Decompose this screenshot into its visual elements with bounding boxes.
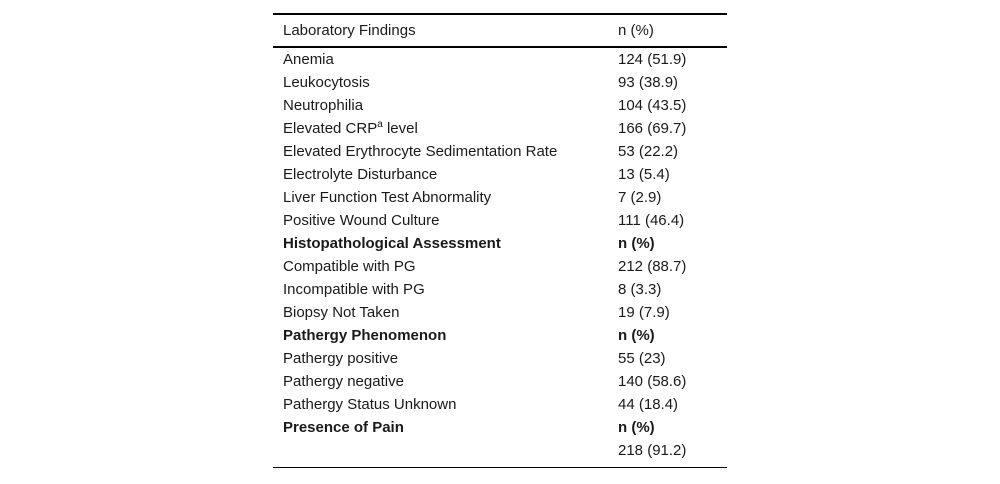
section-label: Pathergy Phenomenon <box>283 327 447 344</box>
row-label: Elevated Erythrocyte Sedimentation Rate <box>283 143 558 160</box>
table-row: Pathergy positive 55 (23) <box>273 347 727 370</box>
row-value: 53 (22.2) <box>618 143 679 160</box>
section-value: n (%) <box>618 327 655 344</box>
table-top-rule <box>273 13 727 15</box>
table-row: Elevated Erythrocyte Sedimentation Rate … <box>273 140 727 163</box>
table-row: Anemia 124 (51.9) <box>273 48 727 71</box>
row-label: Pathergy positive <box>283 350 399 367</box>
row-value: 218 (91.2) <box>618 442 687 459</box>
table-row: Biopsy Not Taken 19 (7.9) <box>273 301 727 324</box>
row-label: Neutrophilia <box>283 97 364 114</box>
section-value: n (%) <box>618 235 655 252</box>
footnote-marker: a <box>377 119 383 130</box>
table-section-row: Histopathological Assessment n (%) <box>273 232 727 255</box>
row-label: Compatible with PG <box>283 258 416 275</box>
row-value: 13 (5.4) <box>618 166 670 183</box>
table-row: Neutrophilia 104 (43.5) <box>273 94 727 117</box>
row-label: Anemia <box>283 51 334 68</box>
table-row: Pathergy Status Unknown 44 (18.4) <box>273 393 727 416</box>
table-bottom-rule <box>273 466 727 468</box>
row-value: 212 (88.7) <box>618 258 687 275</box>
section-value: n (%) <box>618 419 655 436</box>
row-label-text: level <box>382 120 418 137</box>
row-value: 166 (69.7) <box>618 120 687 137</box>
table-row: Positive Wound Culture 111 (46.4) <box>273 209 727 232</box>
row-label: Leukocytosis <box>283 74 370 91</box>
table-section-row: Presence of Pain n (%) <box>273 416 727 439</box>
row-value: 111 (46.4) <box>618 212 685 229</box>
table-header-rule <box>273 45 727 48</box>
section-label: Histopathological Assessment <box>283 235 501 252</box>
row-value: 44 (18.4) <box>618 396 679 413</box>
row-label: Elevated CRPa level <box>273 119 618 138</box>
row-value: 140 (58.6) <box>618 373 687 390</box>
table-section-row: Pathergy Phenomenon n (%) <box>273 324 727 347</box>
row-label: Biopsy Not Taken <box>283 304 400 321</box>
table-row: Pathergy negative 140 (58.6) <box>273 370 727 393</box>
row-value: 19 (7.9) <box>618 304 670 321</box>
table-row: Liver Function Test Abnormality 7 (2.9) <box>273 186 727 209</box>
section-label: Presence of Pain <box>283 419 404 436</box>
table-row: Leukocytosis 93 (38.9) <box>273 71 727 94</box>
header-value-column: n (%) <box>618 21 654 39</box>
row-value: 7 (2.9) <box>618 189 662 206</box>
table-header-row: Laboratory Findings n (%) <box>273 15 727 46</box>
row-label: Electrolyte Disturbance <box>283 166 438 183</box>
row-label: Incompatible with PG <box>283 281 425 298</box>
row-label-text: Elevated CRP <box>283 120 378 137</box>
table-row: Compatible with PG 212 (88.7) <box>273 255 727 278</box>
table-row: Electrolyte Disturbance 13 (5.4) <box>273 163 727 186</box>
row-value: 93 (38.9) <box>618 74 679 91</box>
row-value: 8 (3.3) <box>618 281 662 298</box>
row-value: 104 (43.5) <box>618 97 687 114</box>
row-value: 124 (51.9) <box>618 51 687 68</box>
laboratory-findings-table: Laboratory Findings n (%) Anemia 124 (51… <box>273 13 727 468</box>
header-label-column: Laboratory Findings <box>283 21 416 39</box>
table-row: Incompatible with PG 8 (3.3) <box>273 278 727 301</box>
table-row: 218 (91.2) <box>273 439 727 462</box>
row-value: 55 (23) <box>618 350 666 367</box>
table-row: Elevated CRPa level 166 (69.7) <box>273 117 727 140</box>
row-label: Liver Function Test Abnormality <box>283 189 492 206</box>
row-label: Pathergy Status Unknown <box>283 396 457 413</box>
row-label: Pathergy negative <box>283 373 404 390</box>
row-label: Positive Wound Culture <box>283 212 440 229</box>
